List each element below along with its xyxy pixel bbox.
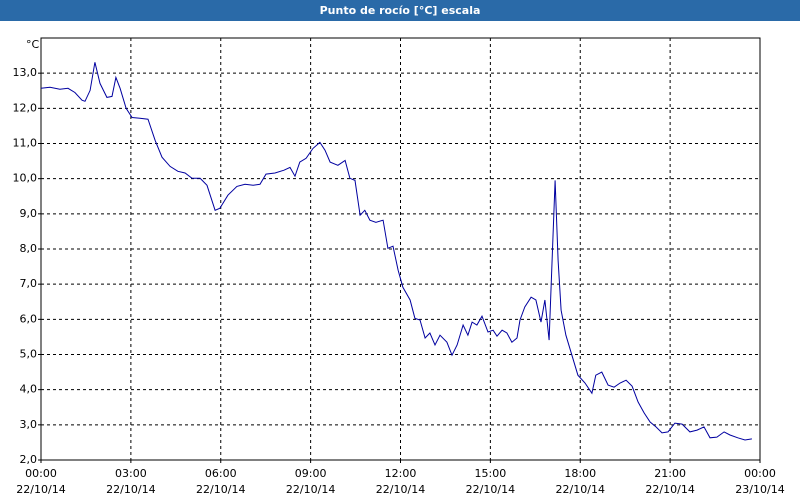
x-tick-label: 12:00 — [385, 467, 417, 480]
y-tick-label: 4,0 — [20, 383, 38, 396]
y-tick-label: 10,0 — [13, 172, 38, 185]
y-tick-label: 13,0 — [13, 66, 38, 79]
x-tick-label: 00:00 — [25, 467, 57, 480]
x-tick-date: 22/10/14 — [466, 483, 515, 496]
y-tick-label: 2,0 — [20, 453, 38, 466]
x-tick-label: 06:00 — [205, 467, 237, 480]
y-tick-label: 11,0 — [13, 137, 38, 150]
x-tick-date: 22/10/14 — [376, 483, 425, 496]
x-tick-label: 15:00 — [475, 467, 507, 480]
y-tick-label: 12,0 — [13, 101, 38, 114]
y-tick-label: 7,0 — [20, 277, 38, 290]
data-line — [40, 62, 752, 441]
x-tick-date: 22/10/14 — [196, 483, 245, 496]
x-tick-label: 09:00 — [295, 467, 327, 480]
x-tick-date: 22/10/14 — [16, 483, 65, 496]
x-tick-date: 22/10/14 — [106, 483, 155, 496]
x-tick-date: 22/10/14 — [286, 483, 335, 496]
plot-frame — [40, 37, 761, 461]
y-tick-label: 5,0 — [20, 348, 38, 361]
y-unit: °C — [26, 38, 40, 51]
y-tick-label: 6,0 — [20, 312, 38, 325]
chart: °C 2,0 3,0 4,0 5,0 6,0 7,0 8,0 9,0 10,0 11,0 12,0 1… — [13, 37, 785, 496]
x-tick-date: 22/10/14 — [645, 483, 694, 496]
title-bar: Punto de rocío [°C] escala — [0, 0, 800, 21]
x-tick-label: 03:00 — [115, 467, 147, 480]
y-tick-label: 8,0 — [20, 242, 38, 255]
x-tick-date: 22/10/14 — [556, 483, 605, 496]
y-tick-label: 3,0 — [20, 418, 38, 431]
x-tick-label: 00:00 — [744, 467, 776, 480]
x-tick-date: 23/10/14 — [735, 483, 784, 496]
y-tick-label: 9,0 — [20, 207, 38, 220]
x-tick-label: 21:00 — [654, 467, 686, 480]
x-tick-label: 18:00 — [564, 467, 596, 480]
